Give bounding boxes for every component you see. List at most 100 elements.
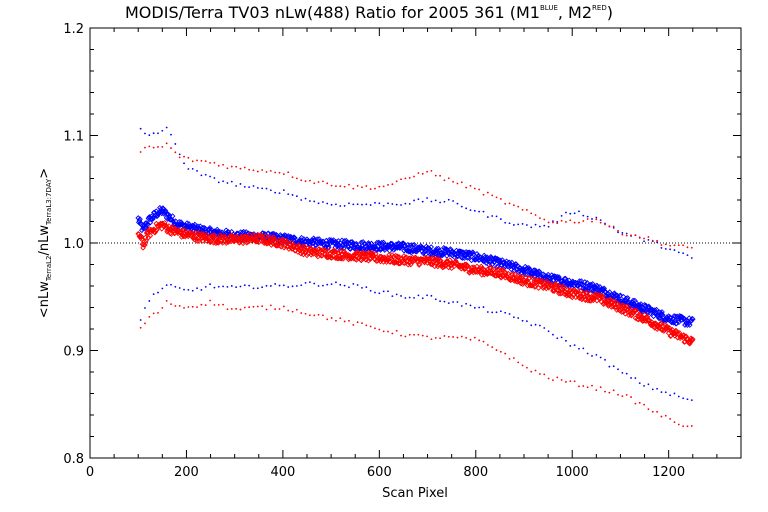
data-point — [495, 311, 498, 314]
data-point — [148, 134, 151, 137]
data-point — [365, 286, 368, 288]
y-tick-label: 0.8 — [63, 452, 84, 467]
data-point — [426, 294, 428, 297]
data-point — [503, 258, 510, 265]
data-point — [282, 173, 285, 176]
data-point — [437, 257, 444, 264]
data-point — [656, 387, 658, 390]
ylabel-part2: /nLw — [37, 225, 52, 256]
data-point — [595, 389, 598, 391]
data-point — [621, 232, 624, 234]
data-point — [404, 202, 407, 205]
data-point — [552, 220, 554, 223]
data-point — [271, 236, 278, 243]
data-point — [369, 289, 372, 292]
data-point — [577, 288, 584, 294]
data-point — [374, 291, 376, 294]
data-point — [292, 235, 298, 241]
data-point — [361, 186, 363, 189]
data-point — [214, 226, 221, 233]
data-point — [163, 223, 170, 229]
data-point — [689, 316, 696, 323]
data-point — [291, 310, 294, 313]
data-point — [287, 286, 290, 288]
data-point — [578, 347, 580, 350]
data-point — [521, 209, 524, 211]
data-point — [226, 167, 229, 170]
data-point — [508, 358, 511, 360]
data-point — [559, 277, 566, 284]
data-point — [491, 194, 494, 197]
data-point — [242, 233, 249, 239]
data-point — [400, 178, 402, 181]
data-point — [338, 255, 345, 262]
data-point — [287, 193, 290, 196]
data-point — [217, 285, 220, 288]
data-point — [660, 247, 663, 249]
ylabel-part3: > — [37, 168, 52, 179]
data-point — [352, 282, 355, 285]
data-point — [456, 336, 459, 339]
data-point — [530, 275, 537, 282]
data-point — [161, 129, 164, 132]
data-point — [356, 203, 359, 206]
data-point — [586, 352, 589, 355]
data-point — [216, 239, 222, 245]
data-point — [565, 381, 567, 383]
data-point — [200, 303, 203, 306]
data-point — [552, 221, 554, 224]
data-point — [430, 200, 433, 203]
data-point — [421, 200, 424, 203]
data-point — [600, 293, 606, 300]
data-point — [139, 127, 142, 130]
data-point — [138, 233, 145, 240]
data-point — [439, 337, 441, 340]
data-point — [491, 215, 494, 217]
data-point — [445, 264, 452, 271]
data-point — [301, 243, 308, 250]
data-point — [356, 321, 359, 324]
data-point — [673, 244, 676, 247]
data-point — [265, 187, 268, 190]
data-point — [308, 314, 311, 317]
data-point — [682, 252, 685, 255]
data-point — [507, 261, 513, 267]
data-point — [586, 287, 593, 294]
data-point — [439, 201, 441, 204]
data-point — [408, 296, 411, 299]
data-point — [434, 298, 437, 301]
data-point — [230, 165, 233, 168]
data-point — [482, 193, 485, 196]
data-point — [200, 234, 207, 241]
data-point — [439, 174, 441, 177]
data-point — [648, 319, 655, 325]
data-point — [169, 213, 176, 219]
data-point — [638, 301, 644, 307]
data-point — [606, 289, 613, 295]
data-point — [469, 338, 472, 341]
data-point — [165, 226, 172, 233]
data-point — [677, 244, 680, 247]
data-point — [630, 396, 632, 398]
data-point — [300, 284, 303, 287]
data-point — [452, 301, 455, 303]
data-point — [634, 234, 637, 237]
data-point — [204, 304, 207, 307]
data-point — [294, 244, 301, 250]
data-point — [647, 383, 650, 386]
data-point — [298, 234, 305, 241]
data-point — [473, 336, 476, 339]
data-point — [469, 304, 472, 307]
data-point — [137, 233, 143, 239]
data-point — [282, 305, 285, 308]
data-point — [139, 319, 142, 321]
data-point — [287, 309, 290, 312]
data-point — [222, 163, 224, 166]
data-point — [317, 285, 320, 287]
data-point — [465, 302, 468, 305]
data-point — [144, 146, 146, 149]
data-point — [196, 306, 198, 309]
data-point — [295, 285, 298, 287]
data-point — [144, 307, 146, 309]
